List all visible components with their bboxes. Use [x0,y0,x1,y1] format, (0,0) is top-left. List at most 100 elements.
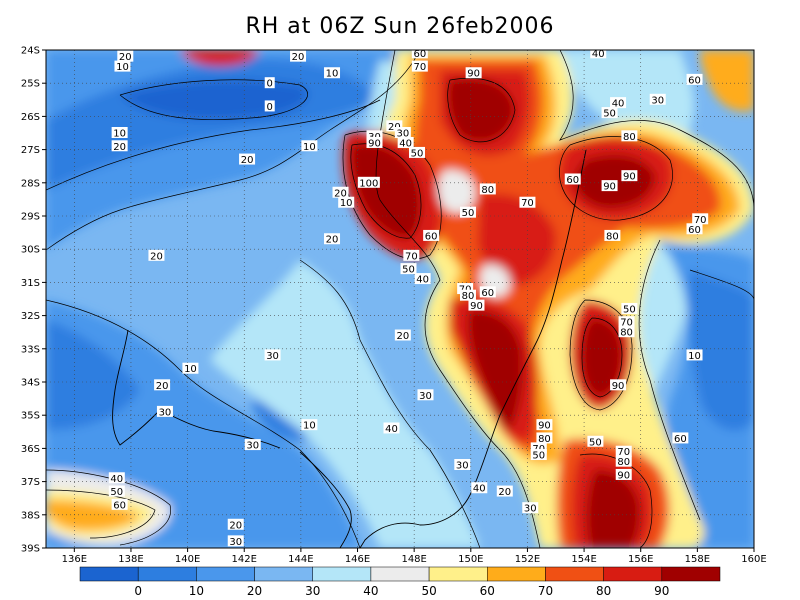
svg-text:30: 30 [266,351,279,362]
svg-text:20: 20 [388,122,401,133]
svg-text:40: 40 [592,49,605,60]
svg-text:20: 20 [396,331,409,342]
contour-label: 80 [479,183,496,196]
x-tick-label: 140E [175,554,200,565]
svg-text:50: 50 [532,451,545,462]
svg-text:10: 10 [326,69,339,80]
svg-text:10: 10 [184,364,197,375]
y-tick-label: 27S [21,145,40,156]
svg-text:40: 40 [416,275,429,286]
contour-label: 60 [686,73,703,86]
y-tick-label: 37S [21,477,40,488]
svg-text:60: 60 [674,434,687,445]
contour-label: 10 [686,349,703,362]
contour-label: 40 [610,97,627,110]
contour-label: 80 [621,130,638,143]
contour-label: 10 [301,419,318,432]
svg-text:30: 30 [159,407,172,418]
y-tick-label: 33S [21,344,40,355]
x-tick-label: 160E [741,554,766,565]
svg-text:70: 70 [521,198,534,209]
contour-label: 10 [338,196,355,209]
svg-text:60: 60 [566,175,579,186]
svg-text:70: 70 [694,215,707,226]
contour-label: 60 [411,49,428,60]
svg-text:40: 40 [110,474,123,485]
y-tick-label: 25S [21,79,40,90]
contour-label: 20 [386,120,403,133]
contour-label: 70 [411,60,428,73]
contour-label: 80 [459,289,476,302]
x-tick-label: 144E [288,554,313,565]
contour-label: 90 [465,67,482,80]
colorbar-label: 80 [596,584,611,598]
svg-text:0: 0 [267,102,273,113]
y-tick-label: 28S [21,178,40,189]
y-tick-label: 32S [21,311,40,322]
svg-text:70: 70 [405,251,418,262]
colorbar: 0 10 20 30 40 50 60 70 80 90 [79,566,721,598]
svg-text:30: 30 [524,504,537,515]
svg-text:60: 60 [481,288,494,299]
colorbar-swatch [370,566,430,582]
svg-text:70: 70 [620,318,633,329]
svg-text:80: 80 [538,434,551,445]
y-tick-label: 26S [21,112,40,123]
contour-label: 90 [536,419,553,432]
svg-text:20: 20 [292,52,305,63]
svg-text:90: 90 [617,470,630,481]
svg-text:30: 30 [651,95,664,106]
contour-label: 10 [182,362,199,375]
svg-text:10: 10 [113,129,126,140]
y-tick-label: 39S [21,544,40,555]
svg-text:80: 80 [617,457,630,468]
svg-text:50: 50 [411,148,424,159]
svg-text:30: 30 [456,461,469,472]
contour-label: 70 [618,316,635,329]
contour-label: 40 [383,422,400,435]
contour-label: 90 [468,299,485,312]
colorbar-swatch [312,566,372,582]
svg-text:20: 20 [150,251,163,262]
svg-text:20: 20 [498,487,511,498]
contour-label: 50 [621,302,638,315]
x-tick-label: 158E [685,554,710,565]
contour-label: 10 [114,60,131,73]
svg-text:60: 60 [113,500,126,511]
svg-text:20: 20 [156,381,169,392]
x-tick-label: 148E [401,554,426,565]
x-tick-label: 142E [232,554,257,565]
contour-label: 50 [587,435,604,448]
svg-text:60: 60 [688,75,701,86]
colorbar-swatch [137,566,197,582]
svg-text:90: 90 [470,301,483,312]
contour-label: 60 [686,223,703,236]
svg-text:70: 70 [413,62,426,73]
contour-label: 30 [156,405,173,418]
x-tick-label: 136E [62,554,87,565]
contour-label: 60 [423,229,440,242]
y-axis: 24S 25S 26S 27S 28S 29S 30S 31S 32S 33S 34S 35S 36S 3… [21,46,46,555]
svg-text:20: 20 [119,52,132,63]
colorbar-swatch [196,566,255,582]
colorbar-label: 70 [538,584,553,598]
contour-label: 20 [239,153,256,166]
contour-label: 80 [604,229,621,242]
svg-text:40: 40 [399,138,412,149]
svg-text:60: 60 [413,49,426,60]
contour-label: 10 [301,140,318,153]
contour-label: 30 [244,439,261,452]
contour-label: 50 [459,206,476,219]
colorbar-swatch [545,566,604,582]
colorbar-swatch [254,566,313,582]
contour-label: 40 [414,273,431,286]
svg-text:90: 90 [603,182,616,193]
y-tick-label: 36S [21,444,40,455]
svg-text:20: 20 [113,142,126,153]
colorbar-label: 10 [189,584,204,598]
svg-text:0: 0 [267,79,273,90]
contour-label: 20 [148,249,165,262]
colorbar-label: 60 [480,584,495,598]
contour-label: 40 [590,49,607,60]
